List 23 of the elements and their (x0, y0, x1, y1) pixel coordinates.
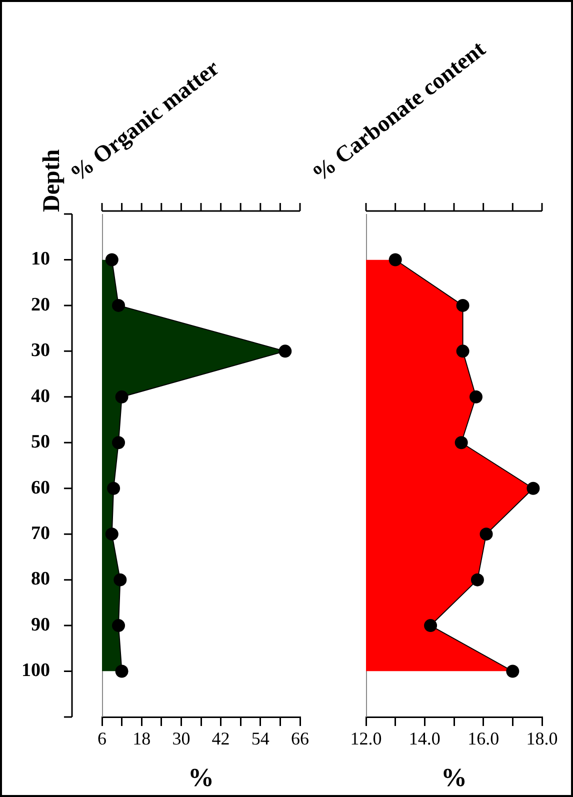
y-axis-title: Depth (38, 149, 66, 212)
x-tick-label: 30 (172, 728, 190, 749)
y-tick-label: 20 (31, 294, 50, 316)
y-tick-label: 100 (22, 660, 50, 682)
x-axis-title: % (441, 763, 467, 792)
y-tick-label: 50 (31, 432, 50, 453)
x-tick-label: 42 (212, 728, 230, 749)
y-tick-label: 30 (31, 340, 50, 362)
x-tick-label: 54 (251, 728, 270, 749)
y-tick-label: 40 (31, 386, 50, 407)
x-tick-label: 18 (132, 728, 151, 749)
y-tick-label: 10 (31, 248, 50, 270)
x-tick-label: 18.0 (526, 728, 558, 749)
x-tick-label: 14.0 (408, 728, 440, 749)
y-tick-label: 90 (31, 614, 50, 636)
x-tick-label: 6 (98, 728, 106, 749)
x-tick-label: 16.0 (468, 728, 500, 749)
x-tick-label: 12.0 (350, 728, 382, 749)
x-axis-title: % (188, 763, 214, 792)
y-tick-label: 70 (31, 522, 50, 544)
y-tick-label: 80 (31, 568, 50, 590)
x-tick-label: 66 (291, 728, 309, 749)
y-tick-label: 60 (31, 477, 50, 498)
